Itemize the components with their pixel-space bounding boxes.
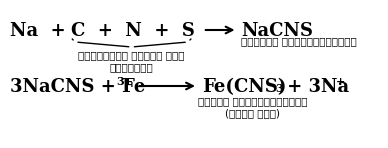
Text: 3+: 3+	[117, 76, 134, 87]
Text: 3NaCNS + Fe: 3NaCNS + Fe	[10, 78, 145, 96]
Text: उपस्थित: उपस्थित	[110, 62, 153, 72]
Text: Na  +: Na +	[10, 22, 66, 40]
Text: Fe(CNS): Fe(CNS)	[202, 78, 286, 96]
Text: फेरिक सल्फोसायनाइड: फेरिक सल्फोसायनाइड	[197, 96, 307, 106]
Text: + 3Na: + 3Na	[281, 78, 349, 96]
Text: +: +	[336, 76, 346, 87]
Text: 3: 3	[275, 83, 283, 94]
Text: NaCNS: NaCNS	[241, 22, 314, 40]
Text: कार्बनिक यौगिक में: कार्बनिक यौगिक में	[78, 50, 185, 60]
Text: (रक्त लाल): (रक्त लाल)	[225, 108, 280, 118]
Text: C  +  N  +  S: C + N + S	[71, 22, 195, 40]
Text: सोडियम सल्फोसायनाइड: सोडियम सल्फोसायनाइड	[241, 36, 357, 46]
